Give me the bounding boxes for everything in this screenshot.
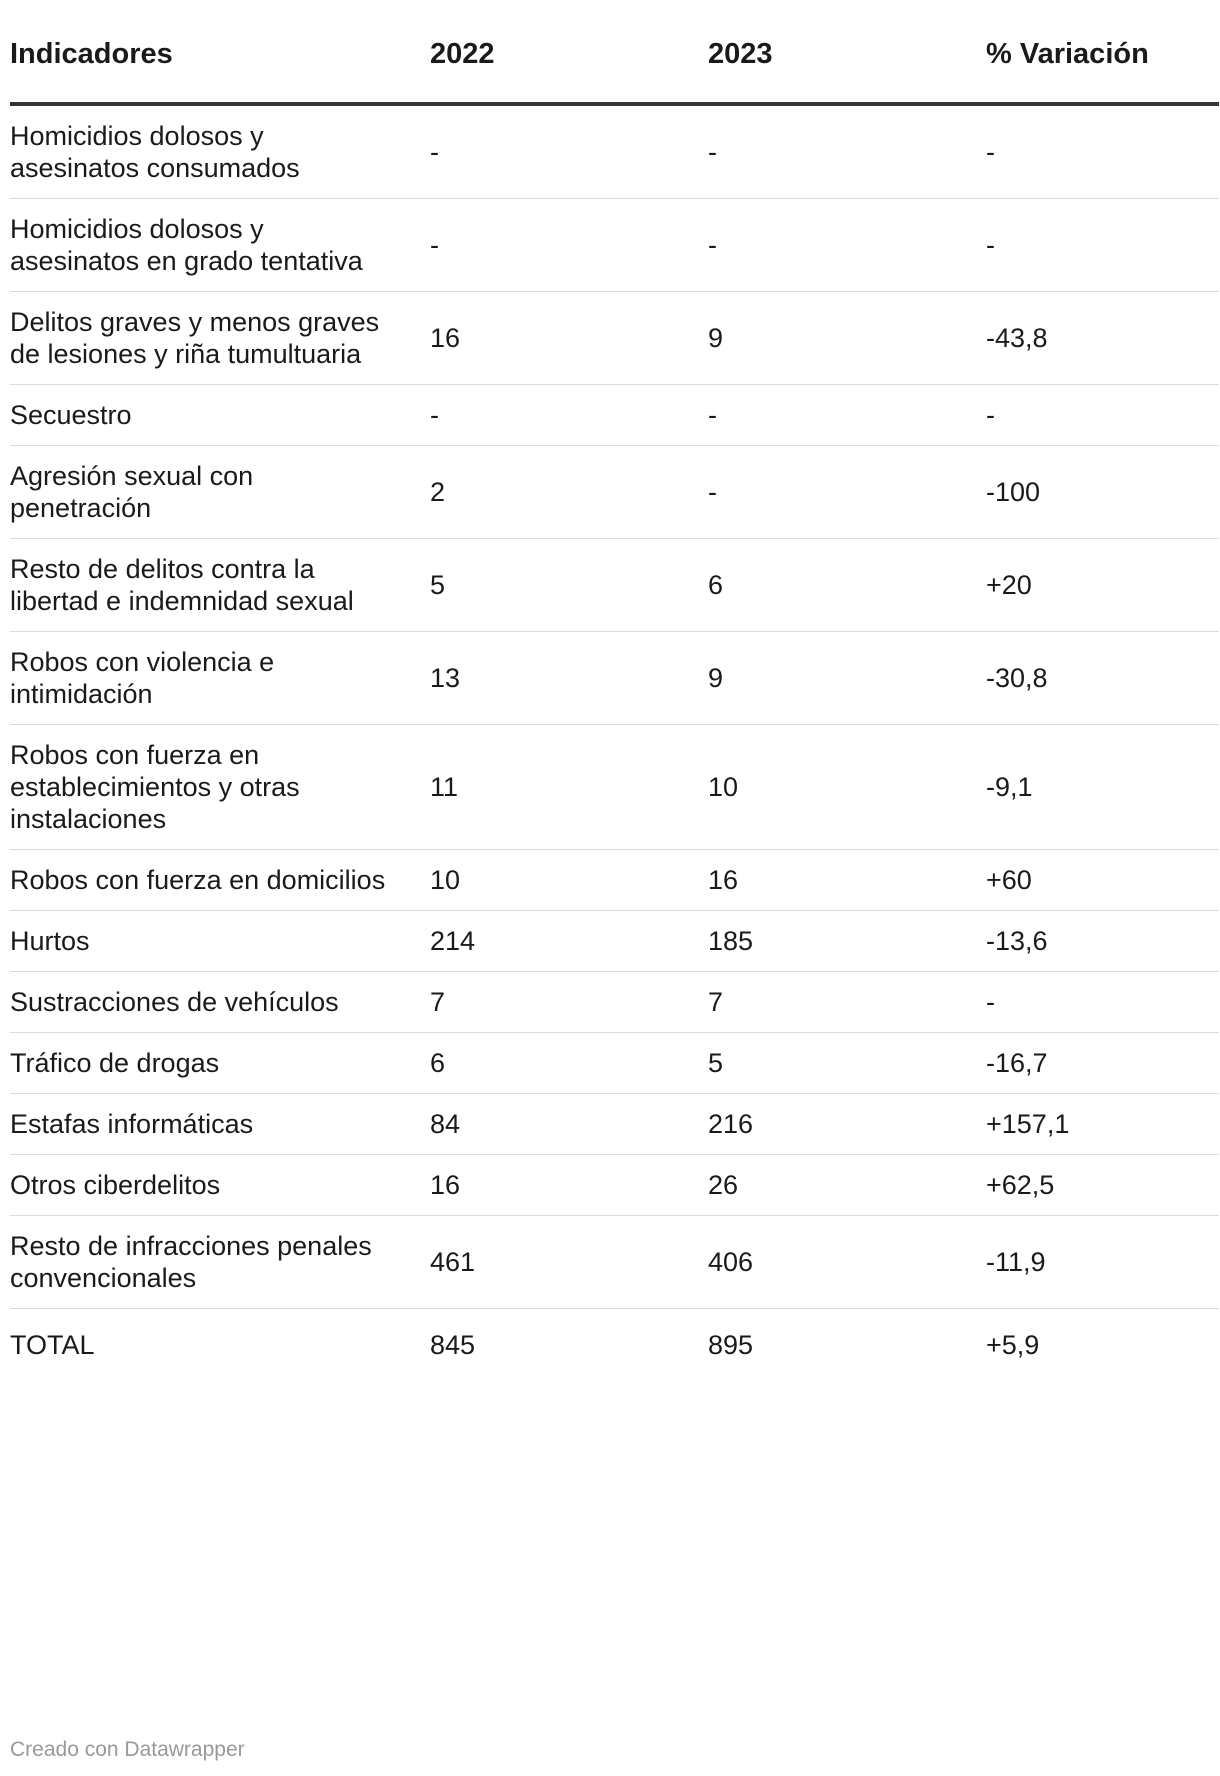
table-row: Secuestro - - - (10, 384, 1219, 446)
value-2022-cell: - (430, 104, 708, 199)
value-2023-cell: 6 (708, 538, 986, 632)
value-2023-cell: - (708, 445, 986, 539)
variation-cell: +157,1 (986, 1093, 1219, 1155)
variation-cell: - (986, 384, 1219, 446)
table-row: Hurtos 214 185 -13,6 (10, 910, 1219, 972)
indicator-cell: Estafas informáticas (10, 1093, 430, 1155)
value-2023-cell: 895 (708, 1330, 754, 1360)
indicator-cell: Robos con fuerza en domicilios (10, 849, 430, 911)
value-2023-cell: - (708, 198, 986, 292)
value-2023-cell: 10 (708, 724, 986, 850)
variation-cell: -16,7 (986, 1032, 1219, 1094)
table-row: Homicidios dolosos y asesinatos consumad… (10, 104, 1219, 199)
table-row: Sustracciones de vehículos 7 7- (10, 971, 1219, 1033)
header-variacion[interactable]: % Variación (986, 0, 1219, 106)
variation-cell: -11,9 (986, 1215, 1219, 1309)
value-2022-cell: 461 (430, 1215, 708, 1309)
table-row-total: TOTAL 845 895 +5,9 (10, 1309, 1219, 1376)
table-row: Agresión sexual con penetración 2- -100 (10, 445, 1219, 539)
value-2023-cell: 185 (708, 910, 986, 972)
table-row: Tráfico de drogas 6 5 -16,7 (10, 1032, 1219, 1094)
value-2023-cell: 9 (708, 631, 986, 725)
table-row: Homicidios dolosos y asesinatos en grado… (10, 198, 1219, 292)
indicator-cell: Agresión sexual con penetración (10, 445, 430, 539)
value-2022-cell: 845 (430, 1330, 476, 1360)
indicator-cell: Tráfico de drogas (10, 1032, 430, 1094)
value-2022-cell: 6 (430, 1032, 708, 1094)
value-2023-cell: 5 (708, 1032, 986, 1094)
table-row: Resto de delitos contra la libertad e in… (10, 538, 1219, 632)
indicator-cell: Sustracciones de vehículos (10, 971, 430, 1033)
value-2022-cell: 2 (430, 445, 708, 539)
variation-cell: +62,5 (986, 1154, 1219, 1216)
variation-cell: -13,6 (986, 910, 1219, 972)
indicator-cell: Resto de delitos contra la libertad e in… (10, 538, 430, 632)
variation-cell: -9,1 (986, 724, 1219, 850)
table-header-row: Indicadores 2022 2023 % Variación (10, 0, 1219, 106)
value-2023-cell: 216 (708, 1093, 986, 1155)
value-2023-cell: - (708, 384, 986, 446)
variation-cell: - (986, 198, 1219, 292)
table-body: Homicidios dolosos y asesinatos consumad… (10, 104, 1219, 1375)
variation-cell: - (986, 971, 1219, 1033)
variation-cell: +5,9 (986, 1330, 1040, 1360)
value-2022-cell: 10 (430, 849, 708, 911)
variation-cell: -100 (986, 445, 1219, 539)
datawrapper-credit[interactable]: Creado con Datawrapper (10, 1738, 245, 1761)
crime-indicators-table: Indicadores 2022 2023 % Variación Homici… (10, 0, 1219, 1375)
value-2022-cell: 214 (430, 910, 708, 972)
value-2023-cell: - (708, 104, 986, 199)
variation-cell: +60 (986, 849, 1219, 911)
header-indicadores[interactable]: Indicadores (10, 0, 430, 106)
value-2022-cell: - (430, 198, 708, 292)
value-2022-cell: 7 (430, 971, 708, 1033)
header-2022[interactable]: 2022 (430, 0, 708, 106)
value-2023-cell: 7 (708, 971, 986, 1033)
table-row: Delitos graves y menos graves de lesione… (10, 291, 1219, 385)
table-row: Otros ciberdelitos 16 26 +62,5 (10, 1154, 1219, 1216)
table-row: Robos con fuerza en domicilios 10 16 +60 (10, 849, 1219, 911)
indicator-cell: Homicidios dolosos y asesinatos consumad… (10, 104, 430, 199)
table-row: Resto de infracciones penales convencion… (10, 1215, 1219, 1309)
indicator-cell: Otros ciberdelitos (10, 1154, 430, 1216)
table-row: Robos con fuerza en establecimientos y o… (10, 724, 1219, 850)
indicator-cell: Delitos graves y menos graves de lesione… (10, 291, 430, 385)
table-row: Robos con violencia e intimidación 13 9 -30… (10, 631, 1219, 725)
data-table-container: Indicadores 2022 2023 % Variación Homici… (10, 0, 1219, 1375)
value-2022-cell: 13 (430, 631, 708, 725)
indicator-cell: Homicidios dolosos y asesinatos en grado… (10, 198, 430, 292)
value-2022-cell: 84 (430, 1093, 708, 1155)
value-2023-cell: 406 (708, 1215, 986, 1309)
variation-cell: -43,8 (986, 291, 1219, 385)
value-2023-cell: 26 (708, 1154, 986, 1216)
value-2022-cell: 16 (430, 1154, 708, 1216)
value-2022-cell: 11 (430, 724, 708, 850)
indicator-cell: Secuestro (10, 384, 430, 446)
value-2022-cell: - (430, 384, 708, 446)
value-2022-cell: 16 (430, 291, 708, 385)
variation-cell: +20 (986, 538, 1219, 632)
value-2022-cell: 5 (430, 538, 708, 632)
header-2023[interactable]: 2023 (708, 0, 986, 106)
variation-cell: - (986, 104, 1219, 199)
indicator-cell: Resto de infracciones penales convencion… (10, 1215, 430, 1309)
value-2023-cell: 9 (708, 291, 986, 385)
table-row: Estafas informáticas 84 216 +157,1 (10, 1093, 1219, 1155)
variation-cell: -30,8 (986, 631, 1219, 725)
value-2023-cell: 16 (708, 849, 986, 911)
indicator-cell: Hurtos (10, 910, 430, 972)
indicator-cell: Robos con violencia e intimidación (10, 631, 430, 725)
indicator-cell: Robos con fuerza en establecimientos y o… (10, 724, 430, 850)
indicator-cell: TOTAL (10, 1330, 95, 1360)
